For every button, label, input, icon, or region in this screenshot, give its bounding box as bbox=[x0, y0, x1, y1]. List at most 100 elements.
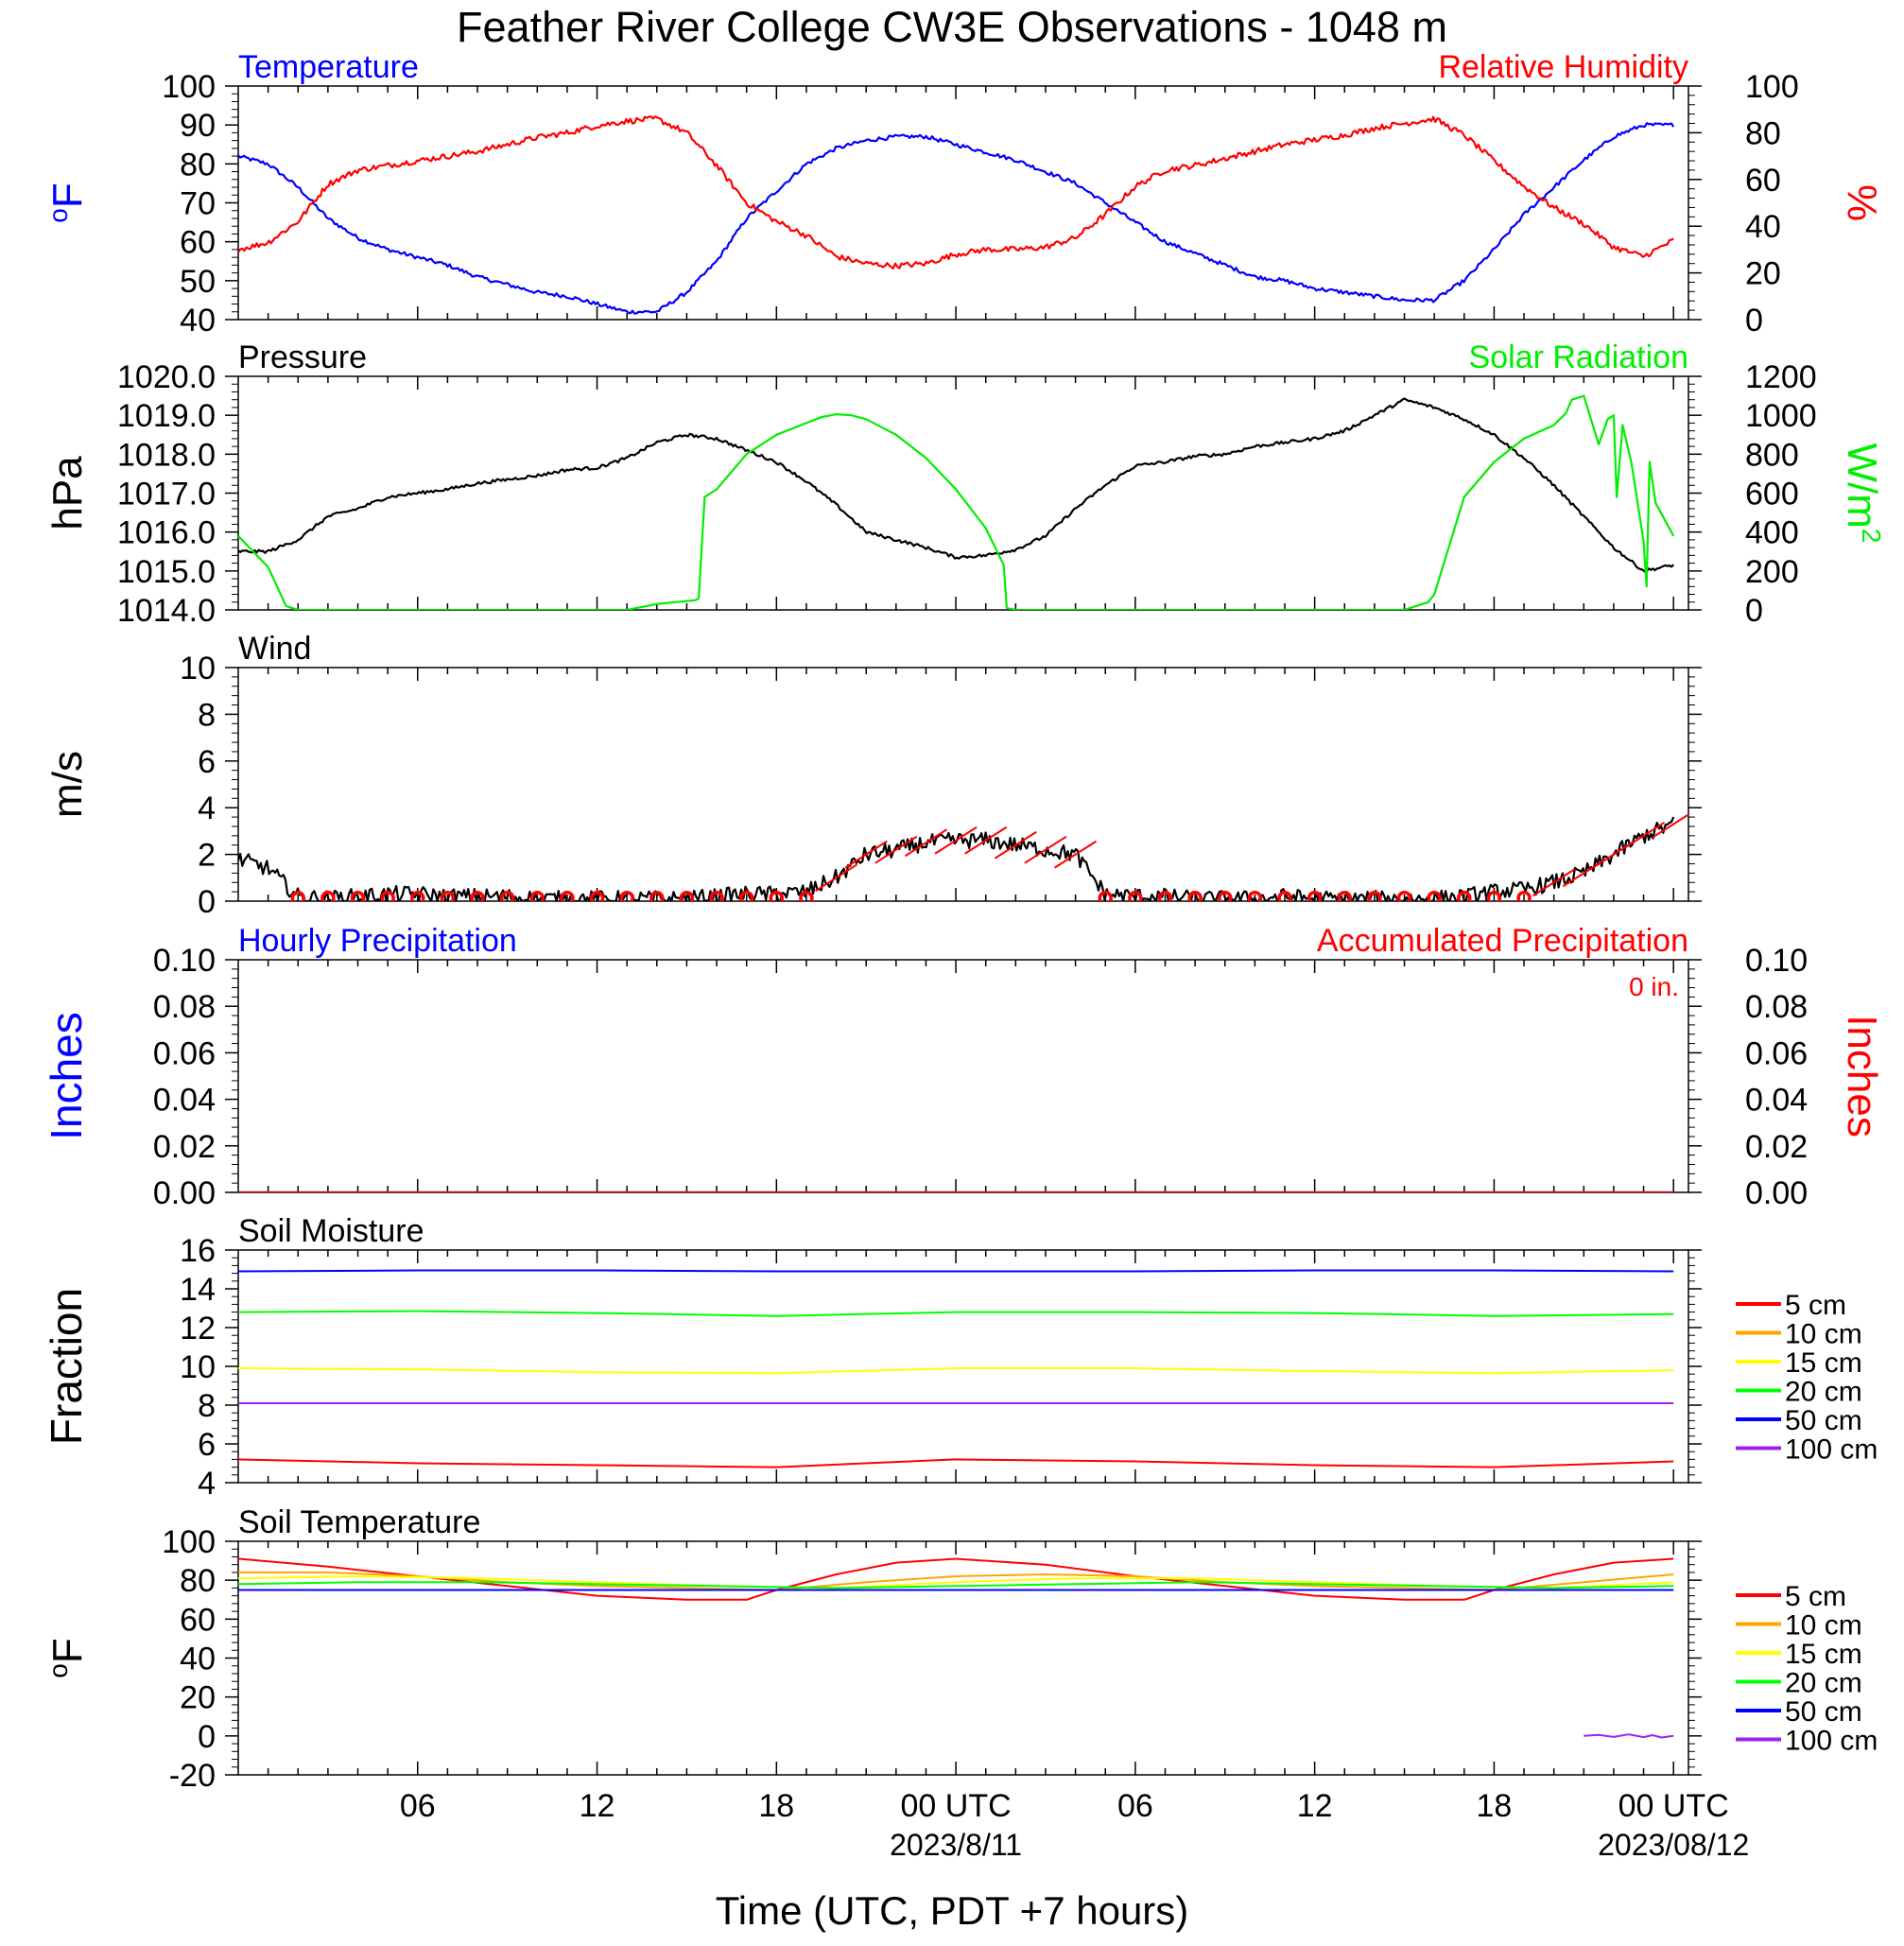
y-tick-label-left: 8 bbox=[198, 697, 216, 733]
y-tick-label-left: -20 bbox=[169, 1758, 216, 1794]
x-tick-label: 12 bbox=[1297, 1788, 1333, 1824]
legend-label-50-cm: 50 cm bbox=[1785, 1696, 1862, 1728]
y-tick-label-left: 70 bbox=[180, 186, 216, 222]
wind-calm-marker bbox=[589, 891, 605, 901]
y-tick-label-left: 16 bbox=[180, 1233, 216, 1269]
wind-calm-marker bbox=[1307, 891, 1323, 901]
x-tick-label: 12 bbox=[580, 1788, 615, 1824]
wind-calm-marker bbox=[738, 891, 754, 901]
y-axis-label-left: oF bbox=[43, 1638, 92, 1677]
y-tick-label-left: 60 bbox=[180, 1602, 216, 1638]
legend-label-15-cm: 15 cm bbox=[1785, 1639, 1862, 1670]
series-line-solar-radiation bbox=[238, 394, 1675, 610]
y-tick-label-left: 50 bbox=[180, 264, 216, 300]
series-line-pressure bbox=[238, 397, 1674, 573]
legend-label-100-cm: 100 cm bbox=[1785, 1434, 1878, 1466]
wind-barb bbox=[844, 840, 888, 869]
y-tick-label-right: 0.00 bbox=[1745, 1175, 1808, 1211]
panel-frame bbox=[237, 667, 1689, 902]
series-line-wind bbox=[238, 816, 1675, 901]
legend-label-100-cm: 100 cm bbox=[1785, 1726, 1878, 1757]
y-tick-label-left: 40 bbox=[180, 1642, 216, 1677]
y-tick-label-left: 40 bbox=[180, 303, 216, 339]
y-axis-label-left: Fraction bbox=[42, 1288, 91, 1445]
y-tick-label-left: 100 bbox=[162, 1524, 216, 1560]
wind-barb bbox=[994, 830, 1037, 860]
y-tick-label-left: 4 bbox=[198, 1466, 216, 1502]
panel-title-left: Soil Temperature bbox=[238, 1504, 480, 1540]
wind-calm-marker bbox=[1457, 891, 1472, 901]
y-axis-label-right: Inches bbox=[1839, 1015, 1885, 1138]
wind-calm-marker bbox=[410, 891, 425, 901]
y-tick-label-left: 10 bbox=[180, 1349, 216, 1385]
y-tick-label-right: 0.02 bbox=[1745, 1129, 1808, 1165]
wind-calm-marker bbox=[679, 891, 695, 901]
wind-calm-marker bbox=[380, 891, 395, 901]
chart-title: Feather River College CW3E Observations … bbox=[457, 3, 1447, 51]
y-tick-label-right: 0.10 bbox=[1745, 943, 1808, 979]
wind-calm-marker bbox=[1247, 891, 1263, 901]
x-tick-label: 06 bbox=[1117, 1788, 1153, 1824]
x-axis: 06 12 18 00 UTC 2023/8/11 06 12 18 00 UTC 2023/08… bbox=[400, 1788, 1749, 1862]
y-tick-label-left: 1016.0 bbox=[117, 515, 216, 551]
legend-label-5-cm: 5 cm bbox=[1785, 1290, 1846, 1321]
y-tick-label-right: 0 bbox=[1745, 593, 1763, 629]
y-tick-label-left: 6 bbox=[198, 744, 216, 780]
series-line-100-cm bbox=[1584, 1733, 1674, 1739]
wind-calm-marker bbox=[709, 891, 724, 901]
series-group bbox=[238, 1557, 1674, 1739]
panel-title-right: Solar Radiation bbox=[1469, 339, 1688, 375]
wind-calm-marker bbox=[1277, 891, 1292, 901]
y-axis-label-right: % bbox=[1839, 184, 1885, 221]
wind-calm-marker bbox=[1427, 891, 1442, 901]
wind-calm-marker bbox=[1486, 891, 1502, 901]
x-tick-label: 18 bbox=[1476, 1788, 1512, 1824]
wind-barb bbox=[815, 863, 858, 893]
wind-calm-marker bbox=[560, 891, 575, 901]
series-group bbox=[238, 394, 1675, 610]
x-tick-label: 06 bbox=[400, 1788, 436, 1824]
panel-title-left: Temperature bbox=[238, 49, 419, 85]
y-axis-label-right: W/m2 bbox=[1839, 443, 1887, 544]
wind-barb bbox=[1024, 835, 1067, 864]
y-tick-label-right: 0.06 bbox=[1745, 1035, 1808, 1071]
y-tick-label-left: 6 bbox=[198, 1427, 216, 1463]
wind-calm-marker bbox=[499, 891, 515, 901]
wind-calm-marker bbox=[649, 891, 665, 901]
wind-barb bbox=[934, 825, 978, 855]
panel-title-left: Wind bbox=[238, 631, 311, 667]
panel-title-right: Accumulated Precipitation bbox=[1317, 923, 1688, 959]
series-line-20-cm bbox=[238, 1310, 1674, 1317]
y-tick-label-left: 10 bbox=[180, 651, 216, 686]
y-tick-label-left: 80 bbox=[180, 1563, 216, 1599]
panel-title-left: Hourly Precipitation bbox=[238, 923, 517, 959]
panel-wind: 0 2 4 6 8 10 Wind m/s bbox=[44, 631, 1702, 920]
y-axis-label-left: oF bbox=[43, 182, 92, 222]
y-tick-label-left: 90 bbox=[180, 108, 216, 144]
wind-calm-marker bbox=[470, 891, 485, 901]
y-tick-label-left: 1014.0 bbox=[117, 593, 216, 629]
x-tick-label: 00 UTC bbox=[901, 1788, 1012, 1824]
y-tick-label-right: 0 bbox=[1745, 303, 1763, 339]
panel-frame bbox=[237, 1249, 1689, 1484]
panel-frame bbox=[237, 85, 1689, 321]
y-tick-label-right: 0.04 bbox=[1745, 1083, 1808, 1119]
wind-barb bbox=[964, 825, 1008, 855]
y-tick-label-left: 0 bbox=[198, 1719, 216, 1755]
wind-calm-marker bbox=[350, 891, 366, 901]
y-tick-label-right: 60 bbox=[1745, 163, 1781, 199]
wind-calm-marker bbox=[440, 891, 456, 901]
y-tick-label-left: 2 bbox=[198, 838, 216, 874]
y-tick-label-left: 1019.0 bbox=[117, 398, 216, 434]
series-line-5-cm bbox=[238, 1458, 1674, 1468]
wind-calm-marker bbox=[1187, 891, 1203, 901]
y-tick-label-left: 1017.0 bbox=[117, 477, 216, 513]
wind-calm-marker bbox=[799, 891, 814, 901]
y-tick-label-left: 20 bbox=[180, 1680, 216, 1716]
wind-calm-marker bbox=[529, 891, 545, 901]
y-tick-label-left: 12 bbox=[180, 1311, 216, 1347]
series-group bbox=[238, 1269, 1674, 1468]
